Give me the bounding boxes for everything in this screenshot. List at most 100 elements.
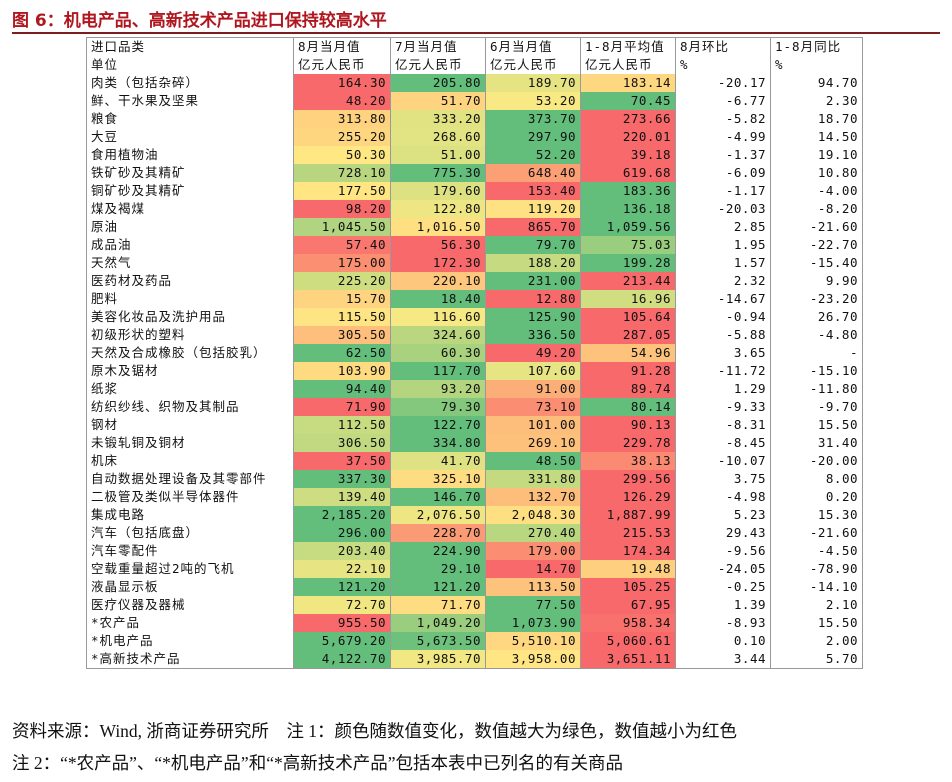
value-cell: 89.74 — [580, 380, 676, 398]
value-cell: 220.10 — [390, 272, 486, 290]
data-row: 自动数据处理设备及其零部件 337.30 325.10 331.80 299.56 3.7… — [86, 470, 863, 488]
value-cell: 175.00 — [293, 254, 391, 272]
row-label: *机电产品 — [86, 632, 294, 650]
row-label: 空载重量超过2吨的飞机 — [86, 560, 294, 578]
value-cell: 775.30 — [390, 164, 486, 182]
header-cell: 亿元人民币 — [485, 56, 581, 74]
header-cell: 亿元人民币 — [293, 56, 391, 74]
import-table: 进口品类 8月当月值 7月当月值 6月当月值 1-8月平均值 8月环比 1-8月同比 单位 亿元… — [86, 37, 863, 669]
value-cell: 179.60 — [390, 182, 486, 200]
value-cell: -23.20 — [770, 290, 863, 308]
value-cell: 5,510.10 — [485, 632, 581, 650]
value-cell: 26.70 — [770, 308, 863, 326]
value-cell: 113.50 — [485, 578, 581, 596]
row-label: 铁矿砂及其精矿 — [86, 164, 294, 182]
data-row: 集成电路 2,185.20 2,076.50 2,048.30 1,887.99 5.23… — [86, 506, 863, 524]
value-cell: -5.88 — [675, 326, 771, 344]
value-cell: 5.70 — [770, 650, 863, 669]
value-cell: 2.30 — [770, 92, 863, 110]
value-cell: 1.95 — [675, 236, 771, 254]
value-cell: 105.64 — [580, 308, 676, 326]
source: 资料来源：Wind, 浙商证券研究所 — [12, 721, 269, 741]
value-cell: 5,679.20 — [293, 632, 391, 650]
value-cell: 101.00 — [485, 416, 581, 434]
value-cell: -20.03 — [675, 200, 771, 218]
value-cell: 164.30 — [293, 74, 391, 92]
value-cell: 107.60 — [485, 362, 581, 380]
value-cell: 73.10 — [485, 398, 581, 416]
value-cell: 19.10 — [770, 146, 863, 164]
value-cell: 75.03 — [580, 236, 676, 254]
row-label: 美容化妆品及洗护用品 — [86, 308, 294, 326]
value-cell: 10.80 — [770, 164, 863, 182]
row-label: *高新技术产品 — [86, 650, 294, 669]
value-cell: 1.57 — [675, 254, 771, 272]
header-cell: 8月环比 — [675, 37, 771, 56]
row-label: 鲜、干水果及坚果 — [86, 92, 294, 110]
data-row: 机床 37.50 41.70 48.50 38.13 -10.07 -20.00 — [86, 452, 863, 470]
value-cell: 116.60 — [390, 308, 486, 326]
value-cell: 29.43 — [675, 524, 771, 542]
value-cell: -14.10 — [770, 578, 863, 596]
value-cell: 15.30 — [770, 506, 863, 524]
header-cell: 进口品类 — [86, 37, 294, 56]
value-cell: 14.50 — [770, 128, 863, 146]
row-label: 肥料 — [86, 290, 294, 308]
value-cell: 37.50 — [293, 452, 391, 470]
value-cell: 94.70 — [770, 74, 863, 92]
value-cell: 29.10 — [390, 560, 486, 578]
value-cell: 325.10 — [390, 470, 486, 488]
row-label: 天然及合成橡胶（包括胶乳） — [86, 344, 294, 362]
value-cell: 115.50 — [293, 308, 391, 326]
value-cell: 269.10 — [485, 434, 581, 452]
value-cell: 15.50 — [770, 416, 863, 434]
value-cell: -21.60 — [770, 218, 863, 236]
value-cell: 299.56 — [580, 470, 676, 488]
footer-line: 资料来源：Wind, 浙商证券研究所 注 1：颜色随数值变化，数值越大为绿色，数… — [12, 718, 737, 743]
row-label: 集成电路 — [86, 506, 294, 524]
value-cell: 331.80 — [485, 470, 581, 488]
value-cell: 41.70 — [390, 452, 486, 470]
value-cell: 119.20 — [485, 200, 581, 218]
data-row: *机电产品 5,679.20 5,673.50 5,510.10 5,060.61 0.1… — [86, 632, 863, 650]
row-label: 原木及锯材 — [86, 362, 294, 380]
value-cell: -9.33 — [675, 398, 771, 416]
header-cell: 8月当月值 — [293, 37, 391, 56]
value-cell: 153.40 — [485, 182, 581, 200]
data-row: 空载重量超过2吨的飞机 22.10 29.10 14.70 19.48 -24.05 -78… — [86, 560, 863, 578]
value-cell: 38.13 — [580, 452, 676, 470]
note: 注 1：颜色随数值变化，数值越大为绿色，数值越小为红色 — [286, 721, 738, 741]
value-cell: 1,887.99 — [580, 506, 676, 524]
data-row: 纺织纱线、织物及其制品 71.90 79.30 73.10 80.14 -9.33 -9.7… — [86, 398, 863, 416]
value-cell: 2,048.30 — [485, 506, 581, 524]
value-cell: 146.70 — [390, 488, 486, 506]
value-cell: 39.18 — [580, 146, 676, 164]
value-cell: -4.00 — [770, 182, 863, 200]
data-row: *高新技术产品 4,122.70 3,985.70 3,958.00 3,651.11 3… — [86, 650, 863, 669]
value-cell: 136.18 — [580, 200, 676, 218]
value-cell: -10.07 — [675, 452, 771, 470]
value-cell: 22.10 — [293, 560, 391, 578]
data-row: 食用植物油 50.30 51.00 52.20 39.18 -1.37 19.10 — [86, 146, 863, 164]
value-cell: 57.40 — [293, 236, 391, 254]
data-row: 天然气 175.00 172.30 188.20 199.28 1.57 -15.40 — [86, 254, 863, 272]
row-label: 纸浆 — [86, 380, 294, 398]
value-cell: 306.50 — [293, 434, 391, 452]
value-cell: 1,045.50 — [293, 218, 391, 236]
value-cell: -78.90 — [770, 560, 863, 578]
row-label: 天然气 — [86, 254, 294, 272]
value-cell: 126.29 — [580, 488, 676, 506]
value-cell: -8.93 — [675, 614, 771, 632]
value-cell: 865.70 — [485, 218, 581, 236]
row-label: 大豆 — [86, 128, 294, 146]
row-label: 未锻轧铜及铜材 — [86, 434, 294, 452]
value-cell: 125.90 — [485, 308, 581, 326]
value-cell: 213.44 — [580, 272, 676, 290]
data-row: 医药材及药品 225.20 220.10 231.00 213.44 2.32 9.90 — [86, 272, 863, 290]
row-label: 自动数据处理设备及其零部件 — [86, 470, 294, 488]
row-label: 钢材 — [86, 416, 294, 434]
value-cell: 16.96 — [580, 290, 676, 308]
value-cell: -20.00 — [770, 452, 863, 470]
value-cell: -6.09 — [675, 164, 771, 182]
value-cell: 67.95 — [580, 596, 676, 614]
